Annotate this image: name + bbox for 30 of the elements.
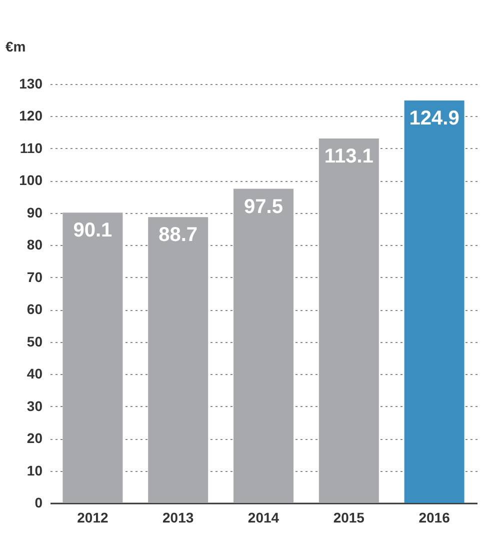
data-label: 90.1 [73,220,112,242]
bar [404,100,464,503]
y-tick-label: 20 [26,430,43,446]
x-tick-label: 2014 [248,510,280,526]
y-tick-label: 110 [20,140,43,156]
y-tick-label: 90 [26,204,43,220]
y-tick-label: 130 [19,76,43,92]
y-tick-label: 120 [19,108,43,124]
y-axis-title: €m [6,38,26,54]
data-label: 124.9 [409,107,460,130]
y-tick-label: 10 [26,462,43,478]
bar [62,212,123,503]
y-tick-label: 0 [34,494,43,510]
bar [148,217,208,503]
y-tick-label: 30 [26,398,43,414]
x-tick-label: 2012 [77,510,108,526]
data-label: 113.1 [324,145,374,168]
x-tick-label: 2013 [162,510,194,526]
x-tick-label: 2015 [333,510,365,526]
data-label: 97.5 [244,196,283,218]
y-tick-label: 100 [19,172,43,188]
y-tick-label: 70 [26,268,43,285]
data-label: 88.7 [158,224,198,246]
y-tick-label: 50 [26,333,43,350]
bar [318,138,379,503]
bar [234,188,294,503]
x-tick-label: 2016 [418,510,450,526]
y-tick-label: 40 [26,366,43,382]
y-tick-label: 80 [26,236,43,253]
y-tick-label: 60 [26,301,43,318]
